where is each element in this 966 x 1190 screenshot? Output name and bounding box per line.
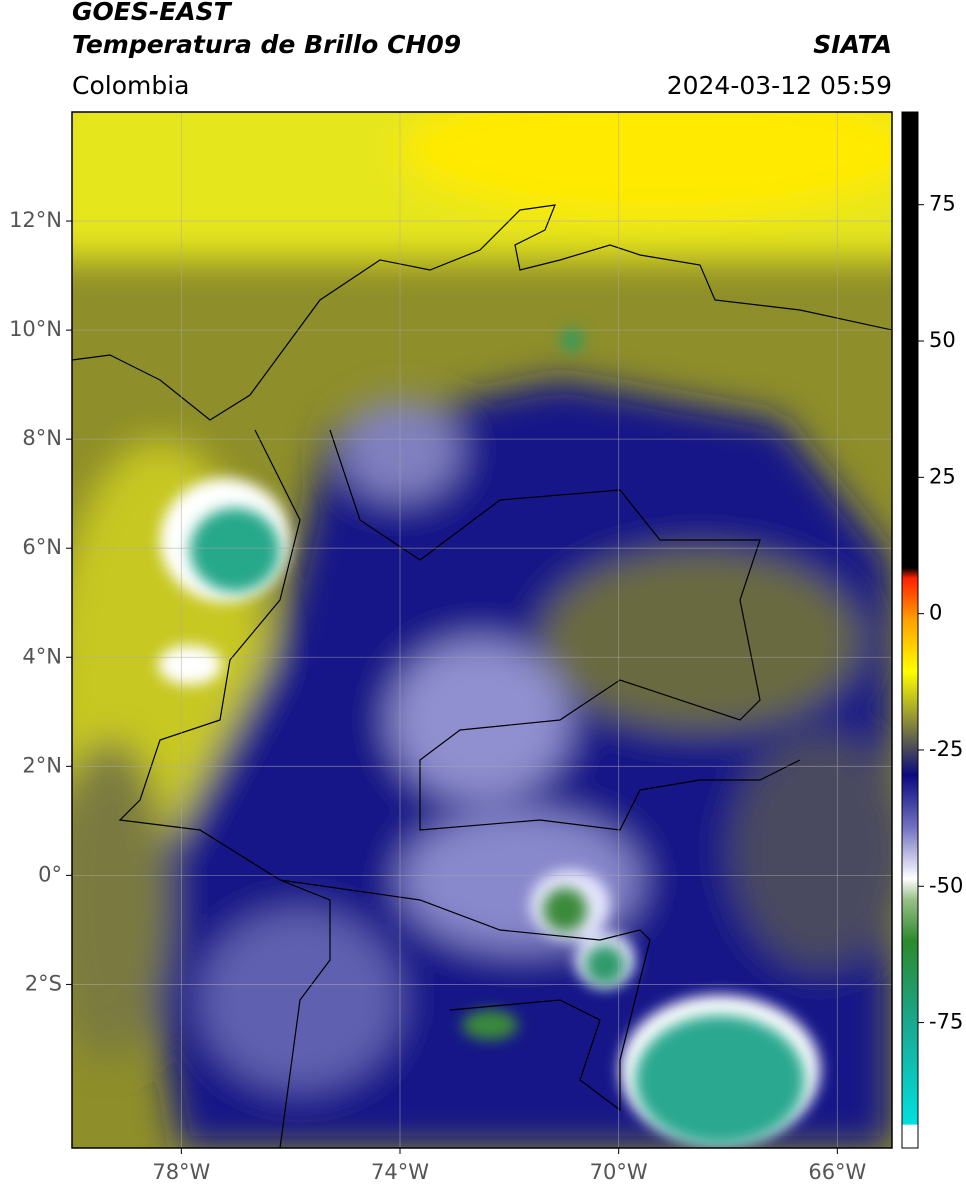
y-tick-label: 2°S xyxy=(25,971,62,995)
x-tick-label: 74°W xyxy=(371,1160,429,1184)
map-frame xyxy=(71,111,893,1149)
y-tick-label: 2°N xyxy=(22,753,62,777)
colorbar-tick-label: -50 xyxy=(929,873,963,897)
y-tick-label: 8°N xyxy=(22,426,62,450)
y-tick-label: 12°N xyxy=(9,208,62,232)
satellite-title: GOES-EAST xyxy=(72,0,233,26)
colorbar-tick-label: 25 xyxy=(929,464,956,488)
colorbar-tick-label: -25 xyxy=(929,737,963,761)
y-tick-label: 4°N xyxy=(22,644,62,668)
y-tick-label: 6°N xyxy=(22,535,62,559)
agency: SIATA xyxy=(813,30,892,59)
product-title: Temperatura de Brillo CH09 xyxy=(72,30,461,59)
grid xyxy=(72,112,892,1148)
region: Colombia xyxy=(72,71,189,100)
colorbar xyxy=(901,111,919,1149)
colorbar-tick-label: 75 xyxy=(929,192,956,216)
satellite-image xyxy=(72,112,892,1148)
x-tick-label: 70°W xyxy=(590,1160,648,1184)
y-tick-label: 10°N xyxy=(9,317,62,341)
x-tick-label: 78°W xyxy=(152,1160,210,1184)
x-tick-label: 66°W xyxy=(808,1160,866,1184)
datetime: 2024-03-12 05:59 xyxy=(667,71,892,100)
colorbar-tick-label: 0 xyxy=(929,601,942,625)
colorbar-tick-label: 50 xyxy=(929,328,956,352)
y-tick-label: 0° xyxy=(38,862,62,886)
colorbar-tick-label: -75 xyxy=(929,1010,963,1034)
